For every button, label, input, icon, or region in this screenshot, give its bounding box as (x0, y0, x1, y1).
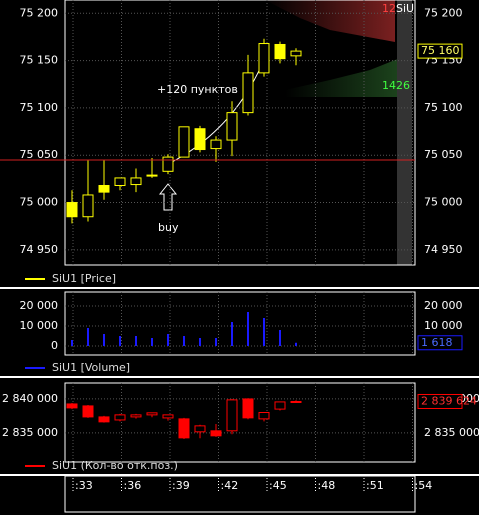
y-tick-label-right: 75 050 (424, 148, 463, 161)
candle-body (146, 174, 158, 177)
y-tick-label: 10 000 (20, 319, 59, 332)
y-tick-label: 75 200 (20, 6, 59, 19)
ask-size: 12 (382, 2, 396, 15)
candle-body (82, 405, 94, 418)
last-value-tag (417, 335, 463, 351)
y-tick-label: 2 835 000 (2, 426, 58, 439)
time-label: :48 (318, 479, 336, 492)
last-value-label: 75 160 (421, 44, 460, 57)
volume-bar (151, 338, 153, 346)
candle-body (274, 43, 286, 60)
candle-body (290, 400, 302, 403)
volume-bar (215, 338, 217, 346)
last-value-label: 1 618 (421, 336, 453, 349)
volume-bar (183, 336, 185, 346)
last-value-label: 2 839 624 (421, 394, 477, 407)
time-label: :42 (221, 479, 239, 492)
legend-label: SiU1 [Volume] (52, 361, 130, 374)
candle-body (82, 194, 94, 218)
y-tick-label-right: 10 000 (424, 319, 463, 332)
candle-body (66, 202, 78, 218)
y-tick-label-right: 75 100 (424, 101, 463, 114)
volume-bar (87, 328, 89, 346)
candle-body (258, 411, 270, 420)
volume-bar (71, 340, 73, 346)
candle-body (98, 416, 110, 423)
candle-body (194, 128, 206, 151)
ask-depth (265, 0, 395, 42)
panel-frame (64, 291, 416, 356)
candle-body (162, 414, 174, 419)
bid-size: 1426 (382, 79, 410, 92)
candle-body (290, 50, 302, 57)
candle-body (194, 425, 206, 433)
time-label: :36 (124, 479, 142, 492)
legend-label: SiU1 (Кол-во отк.поз.) (52, 459, 178, 472)
candle-body (242, 72, 254, 114)
y-tick-label: 75 000 (20, 196, 59, 209)
candle-body (226, 112, 238, 141)
time-label: :39 (172, 479, 190, 492)
candle-body (210, 139, 222, 150)
candle-body (146, 412, 158, 416)
time-label: :33 (75, 479, 93, 492)
candle-body (130, 177, 142, 186)
candle-body (226, 399, 238, 432)
candle-body (178, 418, 190, 439)
annotation: +120 пунктов (157, 83, 238, 96)
candle-body (114, 414, 126, 421)
panel-frame (64, 0, 416, 266)
volume-bar (167, 334, 169, 346)
time-label: :45 (269, 479, 287, 492)
legend-label: SiU1 [Price] (52, 272, 116, 285)
y-tick-label: 0 (51, 339, 58, 352)
time-label: :51 (366, 479, 384, 492)
time-axis-frame (64, 475, 416, 513)
y-tick-label: 75 100 (20, 101, 59, 114)
candle-body (66, 403, 78, 409)
candle-body (258, 43, 270, 74)
y-tick-label: 20 000 (20, 299, 59, 312)
time-label: :54 (415, 479, 433, 492)
y-tick-label-right: 2 835 000 (424, 426, 479, 439)
candle-body (98, 185, 110, 193)
volume-bar (295, 342, 297, 346)
candle-body (274, 401, 286, 410)
last-value-tag (417, 393, 463, 409)
symbol: SiU (396, 2, 414, 15)
volume-bar (279, 330, 281, 346)
book-column (397, 0, 412, 265)
volume-bar (135, 336, 137, 346)
order-book (265, 0, 412, 265)
volume-bar (103, 334, 105, 346)
candle-body (178, 126, 190, 158)
annotation: buy (158, 221, 179, 234)
y-tick-label-right: 20 000 (424, 299, 463, 312)
y-tick-label: 75 150 (20, 54, 59, 67)
volume-bar (119, 336, 121, 346)
last-value-tag (417, 43, 463, 59)
volume-bar (231, 322, 233, 346)
bid-depth (285, 55, 410, 97)
y-tick-label-right: 74 950 (424, 243, 463, 256)
candle-body (130, 414, 142, 418)
y-tick-label-right: 75 200 (424, 6, 463, 19)
y-tick-label: 2 840 000 (2, 392, 58, 405)
candle-body (162, 156, 174, 172)
y-tick-label: 75 050 (20, 148, 59, 161)
candle-body (242, 398, 254, 419)
candle-body (210, 430, 222, 437)
volume-bar (199, 338, 201, 346)
volume-bar (263, 318, 265, 346)
volume-bar (247, 312, 249, 346)
panel-frame (64, 382, 416, 463)
candle-body (114, 177, 126, 187)
y-tick-label-right: 75 000 (424, 196, 463, 209)
y-tick-label: 74 950 (20, 243, 59, 256)
buy-arrow (158, 183, 178, 211)
